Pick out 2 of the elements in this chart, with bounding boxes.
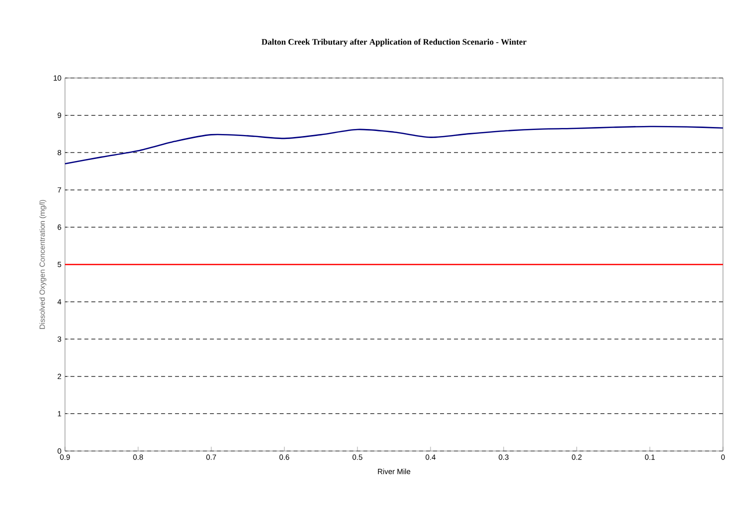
- line-series: [64, 126, 724, 164]
- chart-title: Dalton Creek Tributary after Application of Reduction Scenario - Winter: [262, 38, 526, 46]
